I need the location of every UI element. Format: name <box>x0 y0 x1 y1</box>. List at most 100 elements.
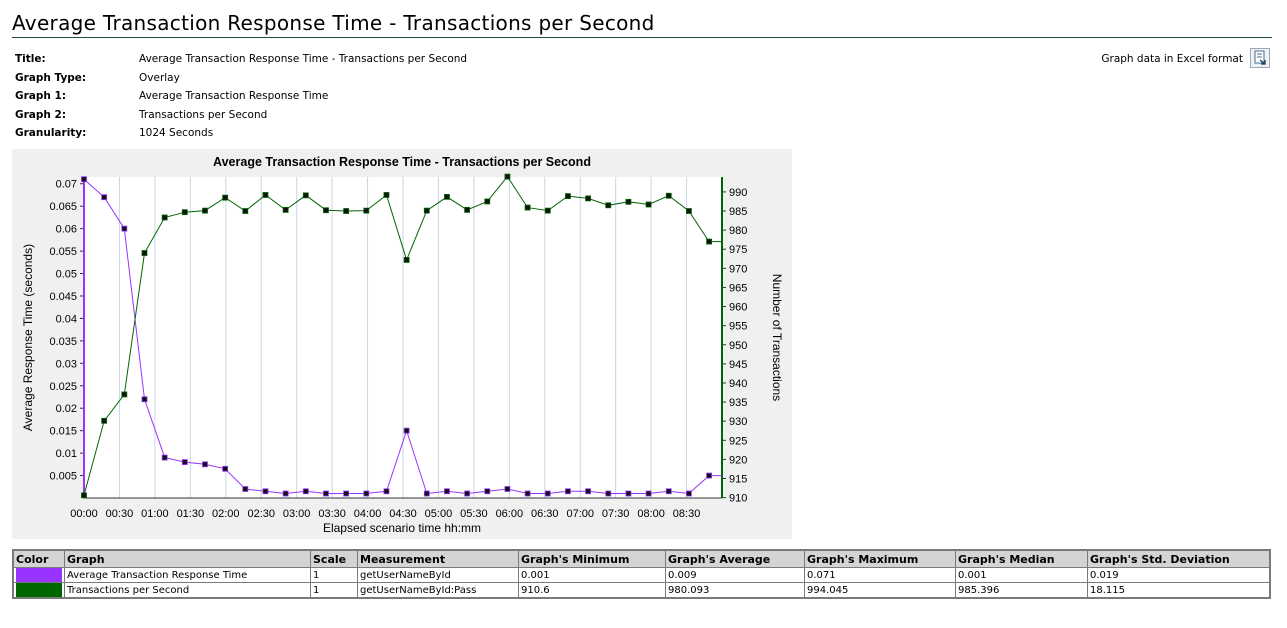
x-tick-label: 08:00 <box>637 508 665 520</box>
meta-row-graph-2: Graph 2: Transactions per Second <box>15 106 467 125</box>
data-point <box>101 417 108 424</box>
header-graph: Graph <box>64 549 311 568</box>
data-point <box>605 202 612 209</box>
meta-row-graph-type: Graph Type: Overlay <box>15 69 467 88</box>
y-tick-label: 0.015 <box>49 426 77 438</box>
table-row: Transactions per Second 1 getUserNameByI… <box>12 582 1271 599</box>
median-cell: 985.396 <box>955 582 1088 599</box>
y2-tick-label: 925 <box>729 435 747 447</box>
y-tick-label: 0.045 <box>49 291 77 303</box>
data-point <box>665 192 672 199</box>
meta-key: Graph 1: <box>15 90 67 103</box>
x-tick-label: 05:00 <box>425 508 453 520</box>
y-tick-label: 0.05 <box>56 269 77 281</box>
x-tick-label: 06:30 <box>531 508 559 520</box>
graph-cell: Transactions per Second <box>64 582 311 599</box>
data-point <box>484 198 491 205</box>
data-point <box>625 490 632 497</box>
header-average: Graph's Average <box>665 549 805 568</box>
average-cell: 980.093 <box>665 582 805 599</box>
data-point <box>625 198 632 205</box>
x-tick-label: 07:30 <box>602 508 630 520</box>
data-point <box>686 490 692 497</box>
excel-export-link[interactable]: Graph data in Excel format <box>1101 53 1243 65</box>
x-tick-label: 00:00 <box>70 508 98 520</box>
y-tick-label: 0.07 <box>56 179 77 191</box>
data-point <box>242 486 249 492</box>
data-point <box>706 472 712 479</box>
data-point <box>343 208 350 214</box>
y2-tick-label: 915 <box>729 474 747 486</box>
std-deviation-cell: 18.115 <box>1087 582 1271 599</box>
x-tick-label: 06:00 <box>496 508 524 520</box>
std-deviation-cell: 0.019 <box>1087 567 1271 583</box>
data-point <box>484 488 491 495</box>
data-point <box>403 257 410 263</box>
data-point <box>565 193 571 200</box>
data-point <box>81 492 87 499</box>
meta-key: Title: <box>15 53 46 66</box>
y2-tick-label: 955 <box>729 321 747 333</box>
page-title: Average Transaction Response Time - Tran… <box>12 11 655 35</box>
data-point <box>141 250 148 256</box>
data-point <box>181 209 188 216</box>
meta-value: 1024 Seconds <box>139 127 214 140</box>
data-point <box>181 459 188 465</box>
y-tick-label: 0.025 <box>49 381 77 393</box>
x-tick-label: 04:30 <box>389 508 417 520</box>
y-tick-label: 0.065 <box>49 201 77 213</box>
y-tick-label: 0.04 <box>56 313 77 325</box>
minimum-cell: 910.6 <box>518 582 666 599</box>
y2-axis-title: Number of Transactions <box>770 274 784 401</box>
x-tick-label: 03:00 <box>283 508 311 520</box>
data-point <box>403 427 410 434</box>
data-point <box>343 490 350 497</box>
y2-tick-label: 945 <box>729 359 747 371</box>
data-point <box>524 490 531 497</box>
y2-tick-label: 975 <box>729 244 747 256</box>
data-point <box>423 490 430 497</box>
data-point <box>282 206 289 213</box>
scale-cell: 1 <box>310 567 358 583</box>
data-point <box>222 194 229 201</box>
color-cell <box>12 567 65 583</box>
color-cell <box>12 582 65 599</box>
overlay-chart: Average Transaction Response Time - Tran… <box>12 149 792 539</box>
data-point <box>242 208 249 214</box>
y2-tick-label: 990 <box>729 187 747 199</box>
table-row: Average Transaction Response Time 1 getU… <box>12 567 1271 583</box>
meta-key: Graph 2: <box>15 108 67 121</box>
meta-value: Transactions per Second <box>139 108 268 121</box>
y2-tick-label: 940 <box>729 378 747 390</box>
data-point <box>282 490 289 497</box>
y-tick-label: 0.03 <box>56 358 77 370</box>
data-point <box>524 204 531 211</box>
x-tick-label: 08:30 <box>673 508 701 520</box>
title-divider <box>12 37 1272 38</box>
data-point <box>81 176 87 183</box>
median-cell: 0.001 <box>955 567 1088 583</box>
data-point <box>121 391 128 398</box>
y2-tick-label: 965 <box>729 282 747 294</box>
minimum-cell: 0.001 <box>518 567 666 583</box>
data-point <box>544 490 551 497</box>
data-point <box>686 208 692 214</box>
data-point <box>585 195 591 202</box>
data-point <box>202 461 208 468</box>
data-point <box>121 225 128 232</box>
excel-export-icon[interactable] <box>1250 48 1270 68</box>
data-point <box>323 207 329 214</box>
average-cell: 0.009 <box>665 567 805 583</box>
y2-tick-label: 935 <box>729 397 747 409</box>
header-maximum: Graph's Maximum <box>804 549 956 568</box>
header-measurement: Measurement <box>357 549 519 568</box>
data-point <box>464 490 471 497</box>
y2-tick-label: 970 <box>729 263 747 275</box>
y-tick-label: 0.02 <box>56 403 77 415</box>
header-scale: Scale <box>310 549 358 568</box>
data-point <box>161 214 168 221</box>
data-point <box>161 454 168 461</box>
y2-tick-label: 980 <box>729 225 747 237</box>
y2-tick-label: 950 <box>729 340 747 352</box>
data-point <box>464 206 471 213</box>
